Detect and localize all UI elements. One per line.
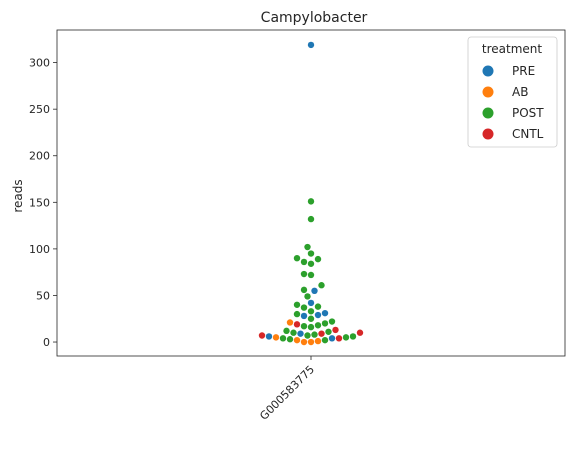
point-post xyxy=(307,323,315,331)
y-tick-label: 250 xyxy=(29,103,50,116)
chart-title: Campylobacter xyxy=(261,10,368,26)
y-tick-label: 0 xyxy=(43,336,50,349)
point-post xyxy=(293,255,301,262)
point-pre xyxy=(311,287,318,294)
y-axis: 0 50 100 150 200 250 300 xyxy=(29,57,57,349)
y-axis-label: reads xyxy=(11,179,25,212)
point-pre xyxy=(328,335,336,342)
data-points xyxy=(258,41,364,346)
legend-entry-post: POST xyxy=(482,106,544,120)
y-tick-label: 200 xyxy=(29,150,50,163)
legend-marker-ab xyxy=(482,86,494,98)
point-post xyxy=(304,332,311,339)
point-post xyxy=(307,215,315,223)
point-pre xyxy=(265,333,273,340)
legend-marker-post xyxy=(482,107,494,119)
point-pre xyxy=(314,311,322,319)
point-post xyxy=(283,327,290,335)
point-post xyxy=(286,336,294,343)
point-post xyxy=(311,331,318,338)
point-post xyxy=(300,270,308,278)
y-tick-label: 300 xyxy=(29,57,50,70)
point-post xyxy=(300,304,308,311)
legend-label-ab: AB xyxy=(512,85,528,99)
y-tick-label: 100 xyxy=(29,243,50,256)
point-post xyxy=(328,318,336,325)
point-cntl xyxy=(258,332,266,339)
point-post xyxy=(342,334,350,341)
point-post xyxy=(349,333,357,340)
point-post xyxy=(314,322,322,329)
legend-entry-ab: AB xyxy=(482,85,528,99)
x-tick-label: G000583775 xyxy=(257,363,317,423)
point-ab xyxy=(272,334,280,341)
point-cntl xyxy=(356,329,364,336)
point-pre xyxy=(300,312,308,320)
point-ab xyxy=(300,338,308,346)
point-cntl xyxy=(318,330,325,337)
point-post xyxy=(307,271,315,279)
point-post xyxy=(290,329,297,336)
y-tick-label: 50 xyxy=(36,289,50,302)
point-post xyxy=(307,260,315,267)
legend-frame xyxy=(467,36,558,148)
point-post xyxy=(307,315,315,322)
legend-entry-cntl: CNTL xyxy=(482,127,544,141)
point-post xyxy=(314,303,322,310)
legend-label-post: POST xyxy=(512,106,544,120)
point-post xyxy=(293,310,301,318)
legend-label-pre: PRE xyxy=(512,64,535,78)
point-ab xyxy=(286,319,294,326)
point-pre xyxy=(321,309,329,317)
legend-entry-pre: PRE xyxy=(482,64,535,78)
plot-frame xyxy=(56,29,566,357)
point-cntl xyxy=(335,335,343,342)
point-post xyxy=(300,286,308,294)
point-post xyxy=(307,198,315,205)
point-ab xyxy=(293,336,301,344)
legend-title: treatment xyxy=(482,42,542,56)
point-post xyxy=(321,320,329,327)
legend-marker-cntl xyxy=(482,128,494,140)
point-ab xyxy=(307,338,315,346)
legend-marker-pre xyxy=(482,65,494,77)
point-post xyxy=(293,301,301,308)
legend: treatment PRE AB POST CNTL xyxy=(467,36,558,148)
point-post xyxy=(304,293,311,300)
point-post xyxy=(304,243,311,251)
point-pre xyxy=(307,41,315,49)
point-post xyxy=(300,258,308,266)
point-pre xyxy=(307,299,315,307)
point-ab xyxy=(314,337,322,345)
legend-label-cntl: CNTL xyxy=(512,127,544,141)
point-post xyxy=(325,328,332,335)
point-cntl xyxy=(332,326,339,334)
point-post xyxy=(321,336,329,344)
point-post xyxy=(307,250,315,257)
point-post xyxy=(314,255,322,263)
point-cntl xyxy=(293,321,301,328)
point-post xyxy=(300,322,308,330)
y-tick-label: 150 xyxy=(29,196,50,209)
x-axis: G000583775 xyxy=(257,356,317,423)
point-post xyxy=(318,282,325,289)
point-post xyxy=(307,308,315,315)
point-pre xyxy=(297,330,304,337)
point-post xyxy=(279,335,287,342)
